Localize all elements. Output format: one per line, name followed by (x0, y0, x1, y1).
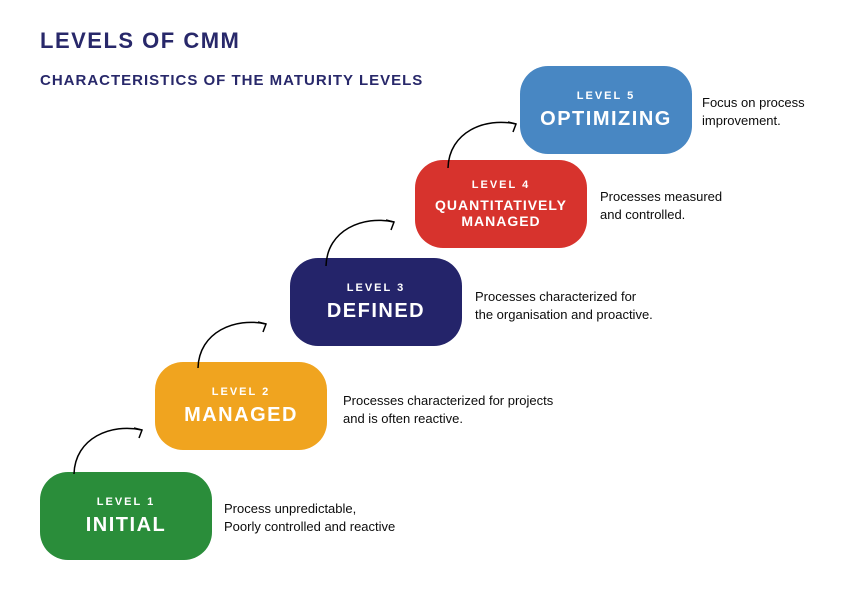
level-box-3: LEVEL 3 DEFINED (290, 258, 462, 346)
level-box-2: LEVEL 2 MANAGED (155, 362, 327, 450)
level-name-1: INITIAL (86, 514, 167, 537)
level-name-2: MANAGED (184, 404, 298, 427)
level-num-3: LEVEL 3 (347, 282, 405, 294)
level-desc-1: Process unpredictable, Poorly controlled… (224, 500, 395, 535)
level-desc-5: Focus on process improvement. (702, 94, 805, 129)
level-box-4: LEVEL 4 QUANTITATIVELY MANAGED (415, 160, 587, 248)
level-box-1: LEVEL 1 INITIAL (40, 472, 212, 560)
page-title: LEVELS OF CMM (40, 28, 240, 54)
arrow-icon-1-2 (66, 420, 156, 480)
level-num-4: LEVEL 4 (472, 179, 530, 191)
level-box-5: LEVEL 5 OPTIMIZING (520, 66, 692, 154)
level-desc-2: Processes characterized for projects and… (343, 392, 553, 427)
level-desc-4: Processes measured and controlled. (600, 188, 722, 223)
level-num-2: LEVEL 2 (212, 386, 270, 398)
level-name-3: DEFINED (327, 300, 425, 323)
level-num-1: LEVEL 1 (97, 496, 155, 508)
page-subtitle: CHARACTERISTICS OF THE MATURITY LEVELS (40, 72, 423, 89)
level-num-5: LEVEL 5 (577, 90, 635, 102)
level-name-5: OPTIMIZING (540, 108, 672, 131)
level-name-4: QUANTITATIVELY MANAGED (421, 197, 581, 229)
level-desc-3: Processes characterized for the organisa… (475, 288, 653, 323)
